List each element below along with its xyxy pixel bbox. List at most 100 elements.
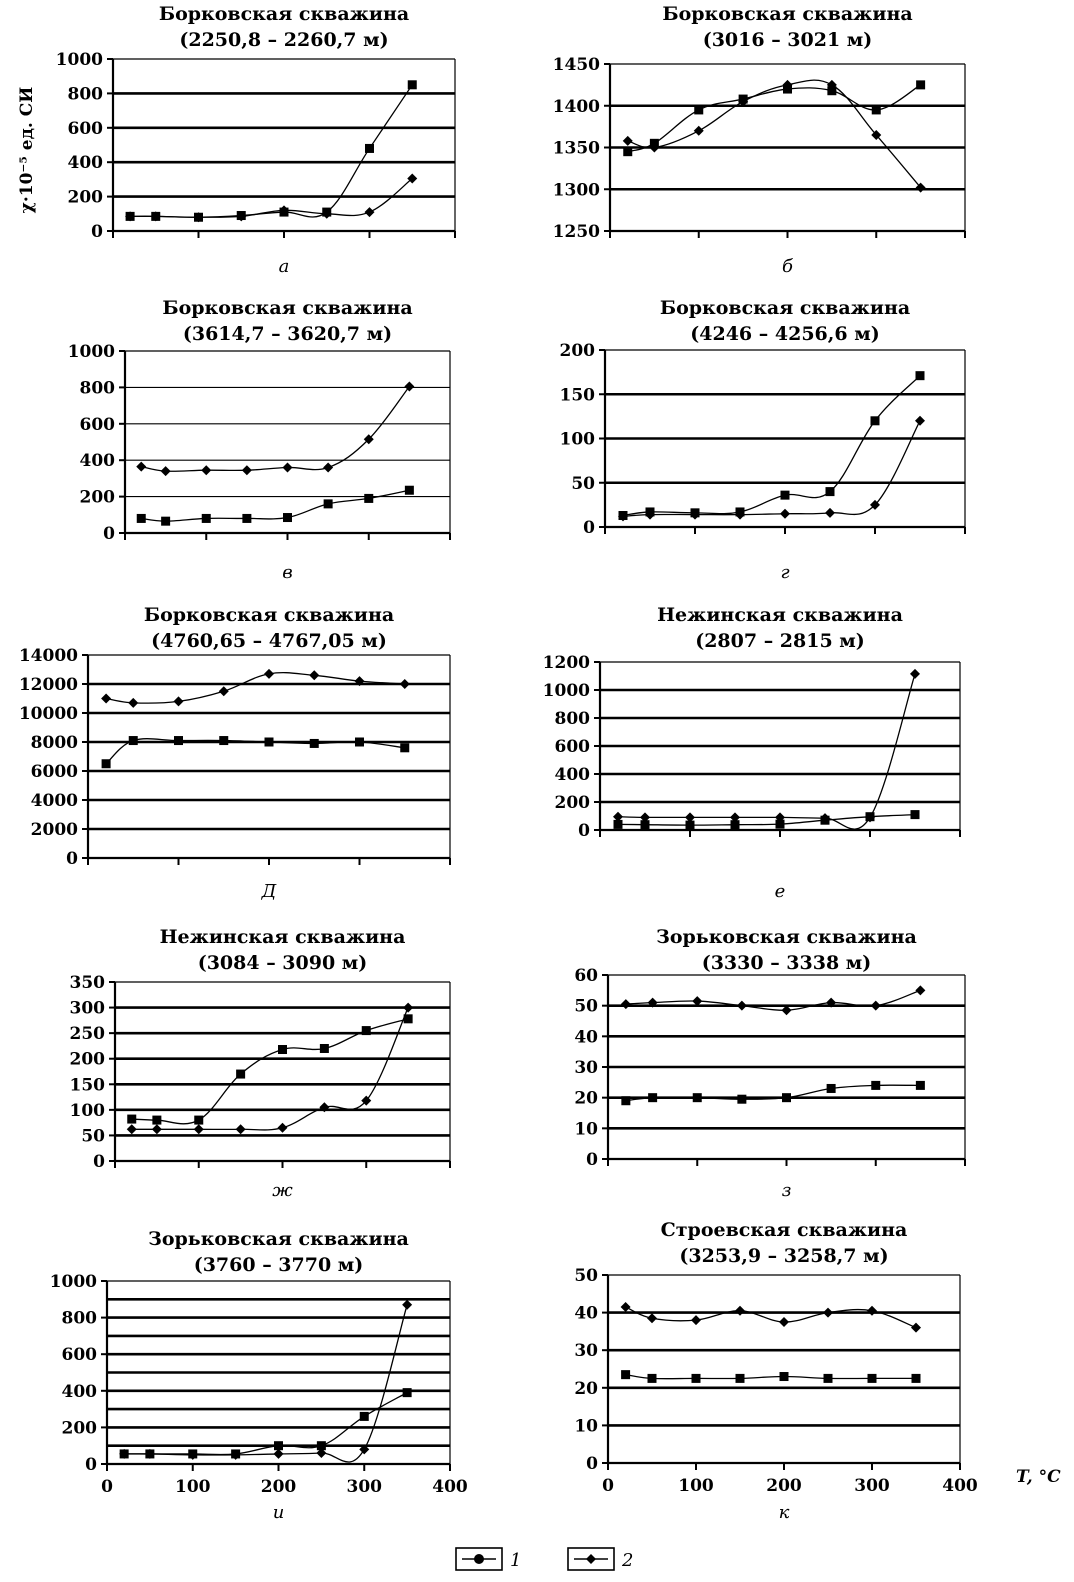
data-point-series-2 <box>279 205 289 216</box>
chart-panel-1: Борковская скважина (2250,8 – 2260,7 м) 0 2… <box>56 3 456 277</box>
data-point-series-2 <box>187 1449 198 1460</box>
y-tick-label: 14000 <box>19 646 78 666</box>
y-tick-label: 40 <box>574 1027 598 1047</box>
data-point-series-2 <box>323 462 334 473</box>
data-point-series-2 <box>361 1095 372 1106</box>
y-tick-label: 20 <box>574 1379 598 1399</box>
data-point-series-2 <box>128 697 139 708</box>
data-point-series-2 <box>735 509 745 520</box>
x-tick-label: 0 <box>101 1477 113 1497</box>
chart-title: Нежинская скважина <box>657 604 903 626</box>
y-tick-label: 2000 <box>31 820 78 840</box>
chart-title: Строевская скважина <box>661 1219 908 1241</box>
data-point-series-2 <box>309 670 320 681</box>
y-tick-label: 1000 <box>68 342 115 362</box>
data-point-series-2 <box>403 1002 414 1013</box>
data-point-series-2 <box>193 1124 204 1135</box>
panel-letter: в <box>282 562 292 583</box>
data-point-series-2 <box>236 211 247 222</box>
data-point-series-2 <box>620 1301 631 1312</box>
series-line-2 <box>124 1304 408 1463</box>
legend-box <box>455 1547 503 1571</box>
data-point-series-1 <box>692 1093 702 1103</box>
legend-marker-square <box>474 1554 484 1564</box>
chart-title: Борковская скважина <box>162 297 412 319</box>
y-tick-label: 400 <box>68 153 104 173</box>
data-point-series-1 <box>870 416 880 426</box>
chart-title: Борковская скважина <box>660 297 910 319</box>
y-tick-label: 400 <box>80 451 116 471</box>
x-tick-label: 200 <box>766 1476 802 1496</box>
data-point-series-1 <box>355 737 364 747</box>
data-point-series-2 <box>363 434 374 445</box>
y-tick-label: 1000 <box>543 681 590 701</box>
data-point-series-2 <box>825 507 835 518</box>
data-point-series-2 <box>781 1005 792 1016</box>
chart-subtitle: (4246 – 4256,6 м) <box>690 323 879 345</box>
data-point-series-1 <box>775 819 785 829</box>
chart-subtitle: (3253,9 – 3258,7 м) <box>679 1245 888 1267</box>
data-point-series-2 <box>119 1448 130 1459</box>
y-tick-label: 0 <box>578 821 590 841</box>
y-tick-label: 1350 <box>553 139 600 159</box>
data-point-series-1 <box>737 1094 747 1104</box>
data-point-series-2 <box>865 812 875 823</box>
legend-label: 2 <box>621 1550 633 1571</box>
data-point-series-1 <box>780 490 790 500</box>
data-point-series-2 <box>150 211 161 222</box>
data-point-series-2 <box>647 1313 657 1324</box>
data-point-series-1 <box>827 86 837 96</box>
y-tick-label: 150 <box>70 1075 106 1095</box>
chart-subtitle: (3760 – 3770 м) <box>194 1254 364 1276</box>
x-tick-label: 100 <box>175 1477 211 1497</box>
y-tick-label: 200 <box>70 1050 106 1070</box>
data-point-series-1 <box>127 1114 137 1124</box>
data-point-series-2 <box>736 1000 747 1011</box>
data-point-series-2 <box>690 509 700 520</box>
data-point-series-1 <box>236 1069 246 1079</box>
series-line-2 <box>131 1007 409 1131</box>
y-tick-label: 200 <box>68 188 104 208</box>
data-point-series-1 <box>161 516 171 526</box>
chart-panel-9: Зорьковская скважина (3760 – 3770 м) 0 200 4… <box>50 1228 468 1523</box>
legend-marker-diamond <box>586 1554 596 1564</box>
data-point-series-2 <box>241 465 252 476</box>
y-tick-label: 200 <box>62 1418 98 1438</box>
data-point-series-1 <box>319 1043 329 1053</box>
data-point-series-1 <box>404 485 414 495</box>
data-point-series-2 <box>779 1317 789 1327</box>
data-point-series-1 <box>916 80 926 90</box>
data-point-series-2 <box>404 381 415 392</box>
data-point-series-1 <box>359 1411 369 1421</box>
data-point-series-2 <box>359 1444 370 1455</box>
data-point-series-1 <box>400 743 410 753</box>
data-point-series-2 <box>144 1448 155 1459</box>
data-point-series-2 <box>282 462 293 473</box>
y-tick-label: 50 <box>571 474 595 494</box>
data-point-series-1 <box>730 820 740 830</box>
data-point-series-2 <box>826 79 837 90</box>
chart-subtitle: (2250,8 – 2260,7 м) <box>179 29 388 51</box>
data-point-series-2 <box>915 415 925 426</box>
panel-letter: к <box>779 1502 790 1523</box>
y-tick-label: 0 <box>91 222 103 242</box>
data-point-series-1 <box>136 513 146 523</box>
y-tick-label: 350 <box>70 973 106 993</box>
data-point-series-2 <box>915 182 926 193</box>
data-point-series-2 <box>151 1124 162 1135</box>
chart-title: Зорьковская скважина <box>656 926 917 948</box>
data-point-series-1 <box>621 1096 631 1106</box>
legend-label: 1 <box>510 1550 521 1571</box>
data-point-series-1 <box>361 1026 371 1036</box>
panel-letter: ж <box>272 1180 293 1201</box>
data-point-series-2 <box>685 812 695 823</box>
data-point-series-2 <box>613 811 623 822</box>
data-point-series-1 <box>323 499 333 509</box>
data-point-series-1 <box>685 820 695 830</box>
x-tick-label: 100 <box>678 1476 714 1496</box>
data-point-series-2 <box>870 1000 881 1011</box>
data-point-series-2 <box>730 812 740 823</box>
y-tick-label: 100 <box>560 430 596 450</box>
y-tick-label: 600 <box>555 737 591 757</box>
